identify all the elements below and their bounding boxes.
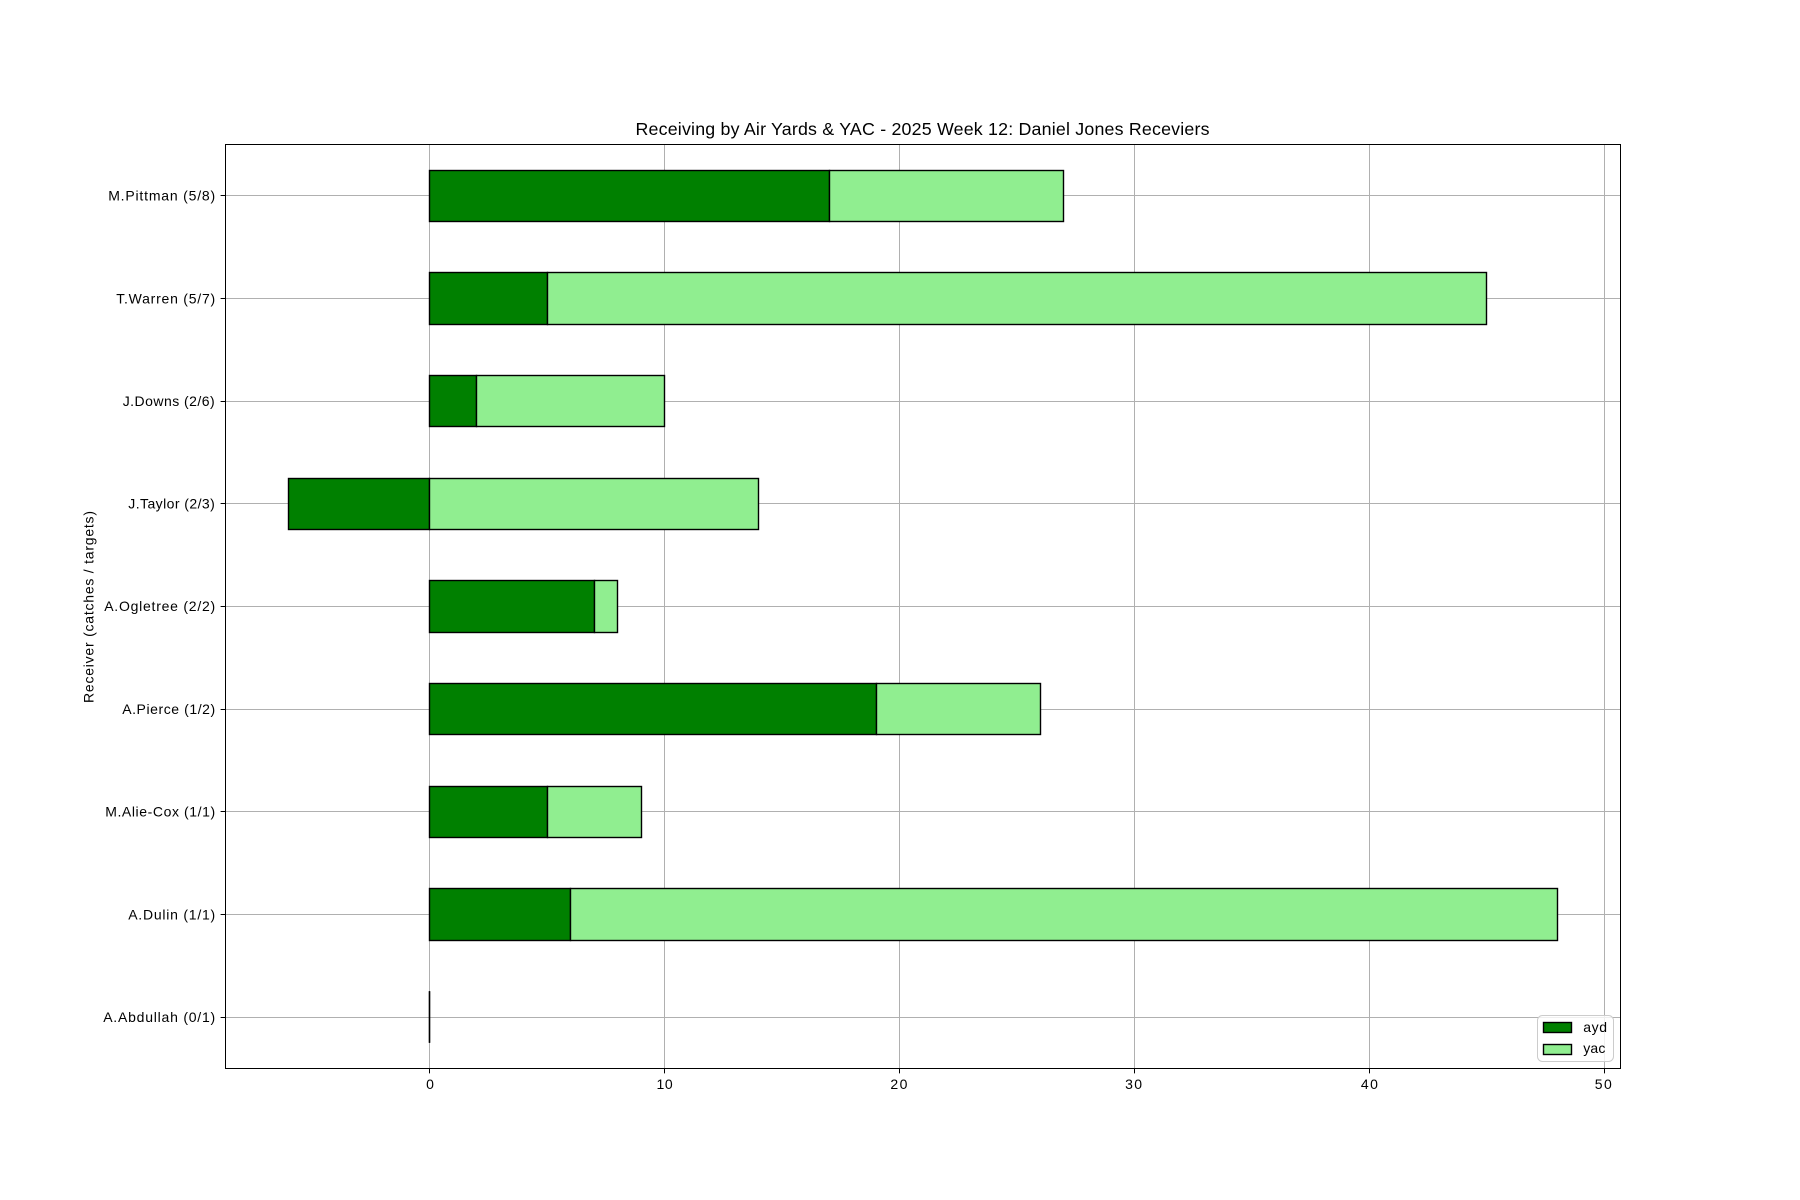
svg-text:50: 50: [1595, 1076, 1612, 1092]
svg-text:0: 0: [426, 1076, 434, 1092]
svg-text:20: 20: [890, 1076, 907, 1092]
svg-text:M.Pittman (5/8): M.Pittman (5/8): [108, 188, 215, 204]
svg-text:Receiving by Air Yards & YAC -: Receiving by Air Yards & YAC - 2025 Week…: [636, 119, 1210, 139]
svg-text:M.Alie-Cox (1/1): M.Alie-Cox (1/1): [105, 804, 215, 820]
svg-text:10: 10: [657, 1076, 673, 1092]
svg-text:A.Dulin (1/1): A.Dulin (1/1): [128, 906, 215, 922]
svg-text:ayd: ayd: [1583, 1019, 1607, 1035]
svg-text:T.Warren (5/7): T.Warren (5/7): [116, 290, 215, 306]
svg-text:A.Abdullah (0/1): A.Abdullah (0/1): [103, 1009, 215, 1025]
svg-text:Receiver (catches / targets): Receiver (catches / targets): [80, 511, 96, 703]
svg-text:30: 30: [1125, 1076, 1142, 1092]
svg-text:A.Pierce (1/2): A.Pierce (1/2): [122, 701, 215, 717]
svg-text:40: 40: [1361, 1076, 1378, 1092]
svg-text:A.Ogletree (2/2): A.Ogletree (2/2): [104, 598, 215, 614]
svg-text:J.Downs (2/6): J.Downs (2/6): [123, 393, 215, 409]
svg-text:yac: yac: [1583, 1040, 1605, 1056]
svg-text:J.Taylor (2/3): J.Taylor (2/3): [128, 496, 214, 512]
